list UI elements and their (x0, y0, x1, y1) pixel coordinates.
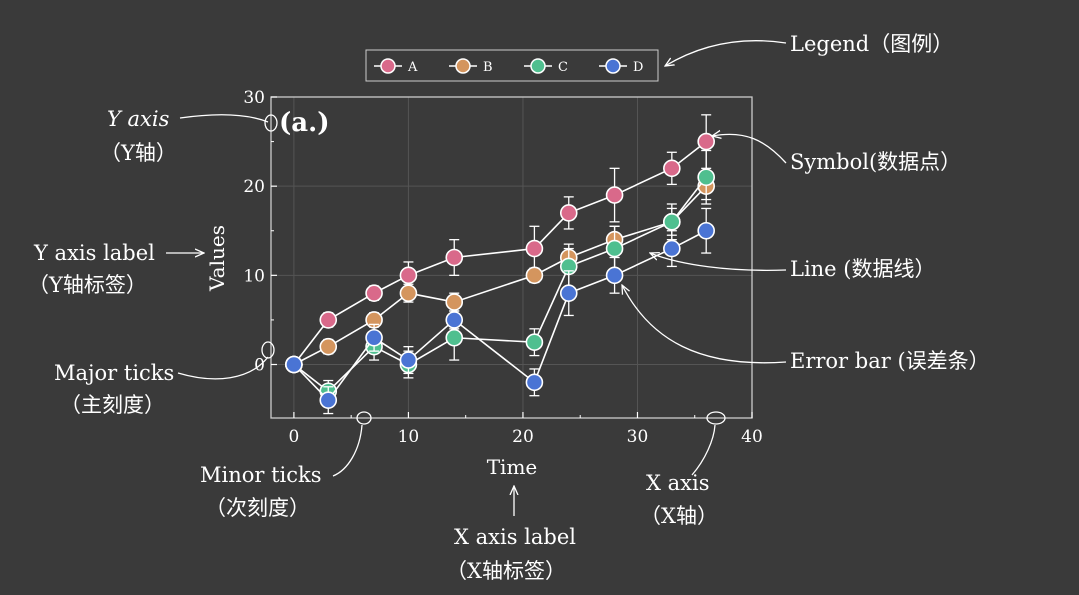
y-axis-annotation-line1: Y axis (107, 107, 170, 131)
data-point (445, 248, 464, 267)
data-point (399, 266, 418, 285)
major-ticks-marker (261, 341, 275, 359)
data-point (285, 355, 303, 374)
data-point (559, 204, 578, 222)
legend: A B C D (365, 49, 659, 82)
series-line (293, 176, 707, 393)
data-point (319, 391, 338, 409)
data-point (445, 311, 464, 329)
legend-annotation: Legend（图例） (790, 32, 953, 56)
data-point (319, 337, 338, 356)
data-point (445, 293, 464, 311)
y-axis-label-annotation-line2: （Y轴标签） (28, 273, 147, 297)
y-tick-label: 20 (243, 177, 265, 197)
data-point (319, 311, 338, 329)
error-bar-pointer (622, 285, 787, 364)
error-bar-annotation: Error bar (误差条） (790, 349, 990, 373)
data-point (663, 159, 681, 178)
y-axis-marker (264, 114, 278, 132)
minor-ticks-annotation-line2: （次刻度） (205, 496, 310, 520)
line-annotation: Line (数据线） (790, 257, 935, 281)
major-ticks-pointer (177, 356, 269, 380)
data-point (697, 168, 715, 187)
data-point (525, 266, 544, 285)
x-tick-label: 30 (627, 427, 649, 447)
data-point (365, 284, 383, 302)
legend-pointer (665, 40, 787, 66)
data-point (697, 132, 715, 151)
x-axis-annotation-line1: X axis (646, 471, 709, 495)
data-point (525, 373, 544, 392)
x-axis-pointer (691, 424, 716, 476)
legend-marker (605, 58, 621, 74)
x-axis-label: Time (487, 455, 538, 479)
minor-ticks-annotation-line1: Minor ticks (200, 463, 322, 487)
major-ticks-annotation-line1: Major ticks (54, 361, 174, 385)
data-point (399, 351, 418, 369)
major-ticks-annotation-line2: （主刻度） (60, 393, 165, 417)
y-axis-pointer (179, 114, 269, 123)
legend-item-D: D (599, 58, 643, 75)
x-axis-marker (706, 411, 726, 425)
legend-label: B (483, 60, 493, 75)
data-point (605, 186, 624, 204)
legend-item-B: B (449, 58, 493, 75)
x-tick-label: 10 (398, 427, 420, 447)
legend-label: A (407, 60, 418, 75)
legend-label: D (633, 60, 643, 75)
series-line (293, 140, 707, 365)
series-A (285, 114, 715, 374)
legend-marker (455, 58, 471, 74)
data-point (525, 333, 544, 352)
grid-lines (271, 97, 752, 418)
plot-frame (270, 96, 753, 419)
data-point (605, 266, 624, 285)
x-tick-label: 0 (288, 427, 299, 447)
series-D (285, 207, 715, 415)
x-tick-label: 40 (741, 427, 763, 447)
y-tick-label: 10 (243, 266, 265, 286)
x-axis-label-annotation-line1: X axis label (454, 525, 576, 549)
series-line (293, 230, 707, 402)
data-point (663, 239, 681, 258)
legend-marker (380, 58, 396, 74)
minor-ticks-pointer (332, 424, 363, 477)
data-series (285, 114, 715, 415)
data-point (445, 328, 464, 347)
legend-label: C (558, 60, 568, 75)
x-axis-label-annotation-line2: （X轴标签） (446, 559, 566, 583)
x-axis-annotation-line2: （X轴） (640, 504, 718, 528)
data-point (663, 213, 681, 231)
symbol-annotation: Symbol(数据点） (790, 150, 961, 174)
minor-ticks-marker (356, 411, 372, 425)
legend-item-C: C (524, 58, 568, 75)
line-pointer (650, 253, 787, 271)
data-point (697, 221, 715, 240)
data-point (605, 239, 624, 258)
data-point (559, 284, 578, 302)
legend-box (365, 49, 659, 82)
data-point (525, 239, 544, 258)
data-point (365, 328, 383, 347)
legend-item-A: A (374, 58, 418, 75)
x-tick-label: 20 (512, 427, 534, 447)
data-point (399, 284, 418, 302)
legend-marker (530, 58, 546, 74)
panel-label: (a.) (279, 108, 330, 138)
annotation-pointers (166, 40, 787, 516)
symbol-pointer (712, 134, 787, 164)
y-axis-annotation-line2: （Y轴） (100, 141, 177, 165)
series-B (285, 172, 715, 374)
series-line (293, 185, 707, 366)
y-axis-label-annotation-line1: Y axis label (33, 241, 155, 265)
y-axis-label: Values (205, 225, 229, 292)
y-tick-label: 30 (243, 88, 265, 108)
